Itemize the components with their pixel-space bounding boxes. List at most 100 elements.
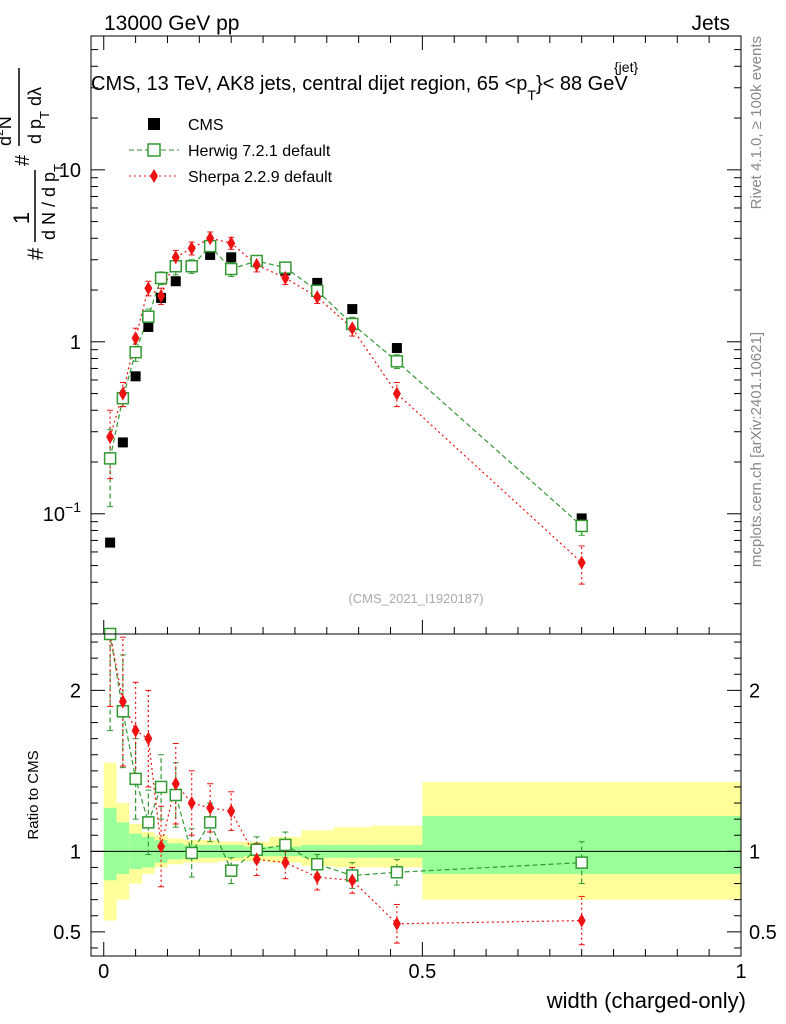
data-point-sherpa (206, 231, 215, 246)
ratio-y-tick-label-right: 1 (749, 841, 760, 863)
ratio-point-sherpa (157, 839, 166, 854)
data-point-cms (105, 537, 116, 548)
ratio-point-herwig (224, 864, 238, 877)
header-energy-label: 13000 GeV pp (104, 12, 239, 35)
legend-marker-sherpa (150, 169, 158, 183)
main-title-sup: {jet} (614, 59, 638, 75)
ratio-line-sherpa (109, 633, 582, 925)
ratio-point-herwig (154, 780, 168, 794)
header-jets-label: Jets (691, 12, 730, 35)
data-point-cms (347, 304, 358, 315)
data-point-sherpa (577, 555, 586, 570)
data-point-cms (117, 437, 128, 448)
ratio-point-herwig (185, 846, 198, 860)
ratio-point-herwig (310, 857, 324, 871)
ratio-point-herwig (203, 816, 217, 829)
data-point-sherpa (348, 321, 357, 336)
main-ylabel: # 1 d N / d pT # d2N d pT dλ (0, 68, 66, 260)
ratio-point-herwig (142, 816, 155, 829)
main-panel: 10−1 1 10 (43, 35, 742, 635)
ylabel-hash2: # (12, 154, 34, 166)
series-line-sherpa (109, 237, 583, 564)
data-point-sherpa (252, 257, 261, 272)
data-point-herwig (103, 452, 117, 465)
side-mcplots-label: mcplots.cern.ch [arXiv:2401.10621] (748, 332, 765, 567)
ylabel-one: 1 (9, 212, 34, 224)
ratio-point-sherpa (227, 804, 236, 819)
data-point-cms (143, 321, 154, 332)
y-tick-label: 1 (70, 332, 81, 354)
ratio-frame (90, 633, 742, 957)
data-point-cms (312, 277, 323, 288)
ratio-point-sherpa (206, 800, 215, 815)
ratio-point-sherpa (348, 873, 357, 888)
ylabel-hash: # (23, 247, 48, 260)
x-axis-label: width (charged-only) (546, 988, 746, 1013)
data-point-sherpa (227, 236, 236, 251)
ratio-point-herwig (169, 788, 183, 802)
ylabel-den: d N / d pT (39, 164, 66, 240)
ylabel-deriv-num: d2N (0, 116, 15, 146)
y-tick-label: 10 (59, 160, 81, 182)
ratio-point-sherpa (281, 855, 290, 870)
data-point-sherpa (144, 281, 153, 296)
x-tick-label: 0 (98, 961, 109, 983)
ratio-point-sherpa (118, 694, 127, 709)
ratio-point-sherpa (313, 870, 322, 885)
ylabel-deriv-den: d pT dλ (25, 87, 52, 144)
analysis-tag: (CMS_2021_I1920187) (348, 591, 483, 606)
series-line-herwig (109, 245, 583, 527)
ratio-line-herwig (109, 633, 582, 877)
data-point-herwig (575, 519, 588, 533)
data-point-cms (170, 276, 181, 287)
ratio-y-tick-label-right: 2 (749, 680, 760, 702)
data-point-herwig (129, 345, 142, 359)
data-point-herwig (390, 355, 404, 368)
data-point-sherpa (157, 288, 166, 303)
data-point-herwig (224, 262, 238, 276)
ratio-point-herwig (390, 866, 404, 879)
legend-marker-herwig (147, 143, 161, 157)
data-point-sherpa (187, 241, 196, 256)
main-title-end: }< 88 GeV (536, 73, 628, 95)
legend-marker-cms (148, 118, 160, 130)
side-rivet-label: Rivet 4.1.0, ≥ 100k events (748, 36, 765, 209)
x-tick-label: 0.5 (408, 961, 436, 983)
data-point-herwig (142, 310, 155, 323)
ratio-point-sherpa (187, 796, 196, 811)
y-tick-label: 10−1 (43, 499, 81, 526)
main-title-sub: T (527, 87, 536, 103)
legend: CMS Herwig 7.2.1 default Sherpa 2.2.9 defa… (129, 117, 333, 186)
data-point-herwig (185, 260, 198, 273)
data-point-cms (205, 249, 216, 260)
ratio-point-sherpa (131, 723, 140, 738)
data-point-cms (226, 252, 237, 263)
ratio-y-tick-label: 2 (70, 680, 81, 702)
uncertainty-band-inner (103, 807, 117, 881)
main-title-text: CMS, 13 TeV, AK8 jets, central dijet reg… (91, 73, 527, 95)
ratio-point-herwig (279, 838, 292, 852)
main-title: CMS, 13 TeV, AK8 jets, central dijet reg… (91, 73, 628, 103)
ratio-y-tick-label: 1 (70, 841, 81, 863)
data-point-sherpa (281, 270, 290, 285)
data-point-cms (130, 371, 141, 382)
data-point-herwig (154, 271, 168, 285)
ratio-point-herwig (129, 772, 142, 786)
ratio-ylabel: Ratio to CMS (25, 750, 42, 839)
ratio-point-sherpa (252, 852, 261, 867)
x-tick-label: 1 (735, 961, 746, 983)
legend-label: CMS (188, 117, 224, 134)
ratio-point-sherpa (392, 916, 401, 931)
legend-label: Herwig 7.2.1 default (188, 143, 331, 160)
data-point-sherpa (392, 386, 401, 401)
ratio-y-tick-label-right: 0.5 (749, 922, 777, 944)
uncertainty-band-inner (116, 822, 130, 874)
ratio-point-herwig (575, 856, 588, 869)
data-point-sherpa (118, 386, 127, 401)
data-point-sherpa (171, 250, 180, 265)
ratio-panel: 0.5 0.51 12 20 0.5 1 (53, 627, 777, 983)
ratio-y-tick-label: 0.5 (53, 922, 81, 944)
data-point-sherpa (313, 290, 322, 305)
data-point-sherpa (106, 429, 115, 444)
